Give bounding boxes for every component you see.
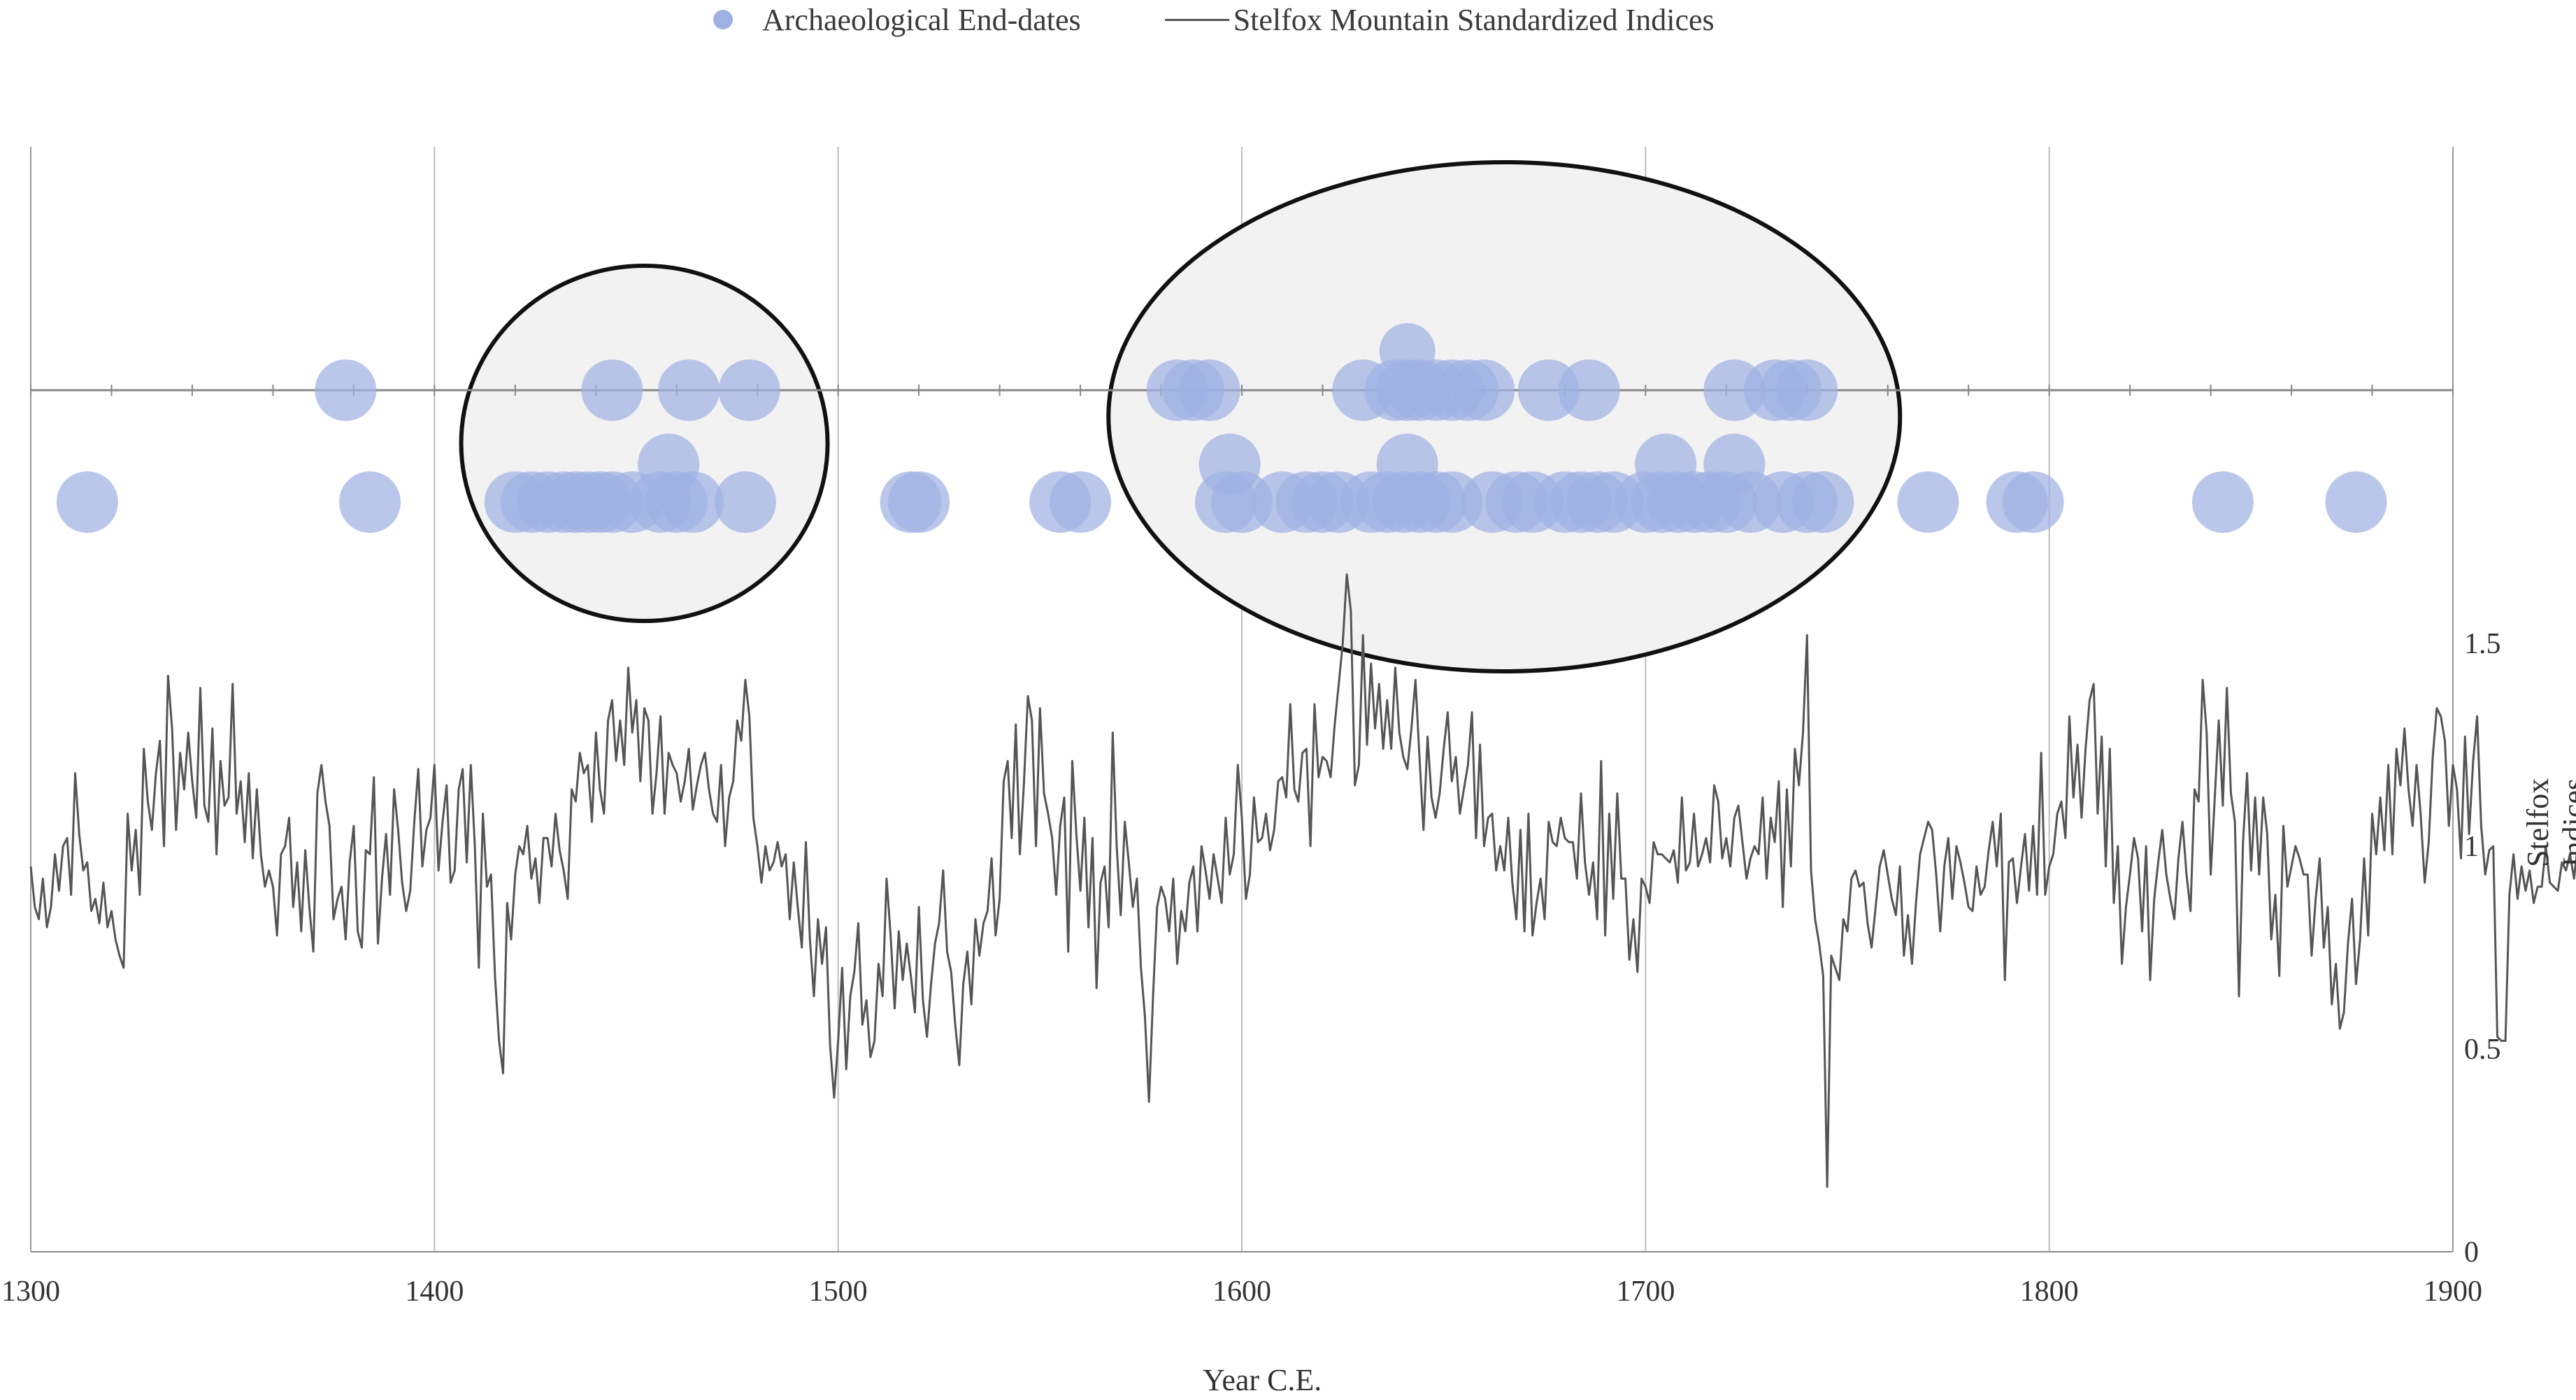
highlight-ellipse-2 bbox=[1106, 160, 1903, 673]
end-date-dot bbox=[1050, 471, 1112, 533]
x-tick-label: 1500 bbox=[809, 1276, 868, 1308]
legend: Archaeological End-dates Stelfox Mountai… bbox=[713, 0, 1798, 39]
y-tick-label: 1.5 bbox=[2464, 628, 2501, 660]
y-tick-label: 0.5 bbox=[2464, 1034, 2501, 1066]
end-date-dot bbox=[888, 471, 950, 533]
end-date-dot bbox=[1703, 434, 1766, 495]
stelfox-series bbox=[29, 573, 2576, 1188]
end-date-dot bbox=[56, 471, 118, 533]
x-tick-labels: 1300 1400 1500 1600 1700 1800 1900 bbox=[1, 1276, 2482, 1308]
legend-line-icon bbox=[1164, 18, 1229, 21]
end-date-dot bbox=[1376, 434, 1438, 495]
end-date-dot bbox=[1776, 359, 1838, 421]
end-date-dot bbox=[2325, 471, 2387, 533]
legend-label-line: Stelfox Mountain Standardized Indices bbox=[1233, 2, 1715, 37]
end-date-dot bbox=[2002, 471, 2064, 533]
highlight-ellipse-1 bbox=[459, 264, 830, 623]
y-tick-label: 1 bbox=[2464, 831, 2479, 863]
y-axis-title: Stelfox Indices bbox=[2521, 778, 2576, 867]
end-date-dot bbox=[1897, 471, 1959, 533]
end-date-dot bbox=[714, 471, 776, 533]
end-date-dot bbox=[1792, 471, 1854, 533]
end-date-dot bbox=[1635, 434, 1697, 495]
end-date-dot bbox=[638, 434, 700, 495]
legend-dot-icon bbox=[713, 10, 733, 29]
legend-item-dots: Archaeological End-dates bbox=[713, 2, 1081, 38]
legend-label-dots: Archaeological End-dates bbox=[762, 2, 1081, 37]
end-date-dot bbox=[1558, 359, 1620, 421]
legend-item-line: Stelfox Mountain Standardized Indices bbox=[1164, 2, 1715, 38]
y-tick-labels: 0 0.5 1 1.5 bbox=[2464, 628, 2501, 1269]
x-tick-label: 1400 bbox=[405, 1276, 464, 1308]
x-tick-label: 1700 bbox=[1616, 1276, 1675, 1308]
y-tick-label: 0 bbox=[2464, 1236, 2479, 1269]
end-date-dot bbox=[315, 359, 377, 421]
archaeological-dots bbox=[56, 323, 2387, 533]
x-tick-label: 1600 bbox=[1212, 1276, 1271, 1308]
end-date-dot bbox=[1198, 434, 1261, 495]
stelfox-line bbox=[29, 573, 2576, 1188]
end-date-dot bbox=[1379, 323, 1436, 379]
end-date-dot bbox=[581, 359, 643, 421]
end-date-dot bbox=[1453, 359, 1515, 421]
x-axis-title: Year C.E. bbox=[1203, 1363, 1322, 1397]
end-date-dot bbox=[718, 359, 780, 421]
end-date-dot bbox=[658, 359, 720, 421]
x-tick-label: 1800 bbox=[2020, 1276, 2079, 1308]
x-tick-label: 1900 bbox=[2424, 1276, 2482, 1308]
end-date-dot bbox=[1178, 359, 1240, 421]
end-date-dot bbox=[338, 471, 401, 533]
axes bbox=[30, 147, 2454, 1252]
x-tick-label: 1300 bbox=[1, 1276, 60, 1308]
end-date-dot bbox=[2191, 471, 2254, 533]
